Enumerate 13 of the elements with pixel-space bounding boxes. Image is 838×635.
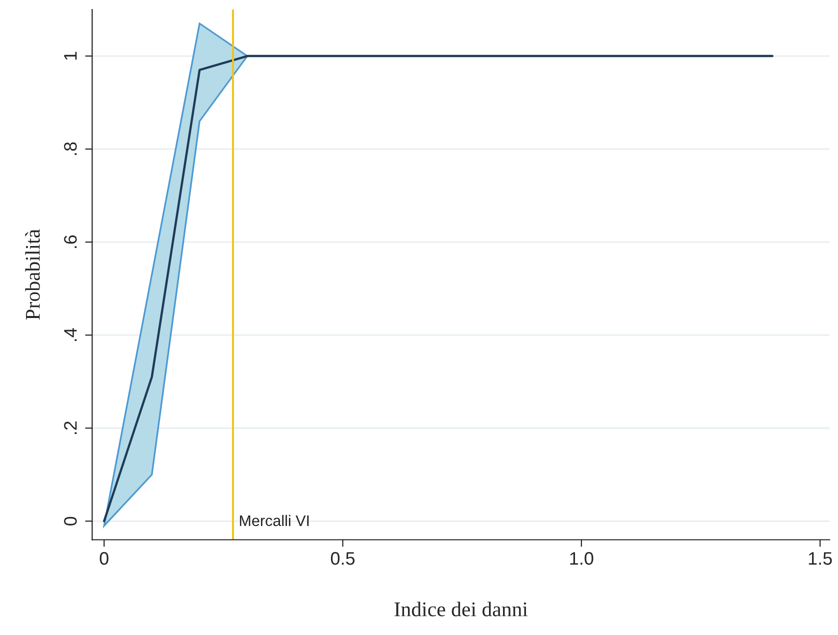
ref-line-label: Mercalli VI [240, 514, 309, 526]
x-tick-label: 1.5 [808, 552, 832, 565]
y-axis-title: Probabilità [25, 229, 40, 320]
y-tick-label: 1 [64, 52, 77, 60]
x-tick-label: 1.0 [570, 552, 594, 565]
y-tick-label: .2 [64, 422, 77, 434]
x-tick-label: 0 [100, 552, 108, 565]
y-tick-label: .8 [64, 142, 77, 155]
x-axis-title: Indice dei danni [394, 602, 528, 616]
y-tick-label: 0 [64, 516, 77, 526]
y-tick-label: .6 [64, 235, 77, 248]
y-tick-label: .4 [64, 328, 77, 341]
x-tick-label: 0.5 [330, 552, 355, 565]
